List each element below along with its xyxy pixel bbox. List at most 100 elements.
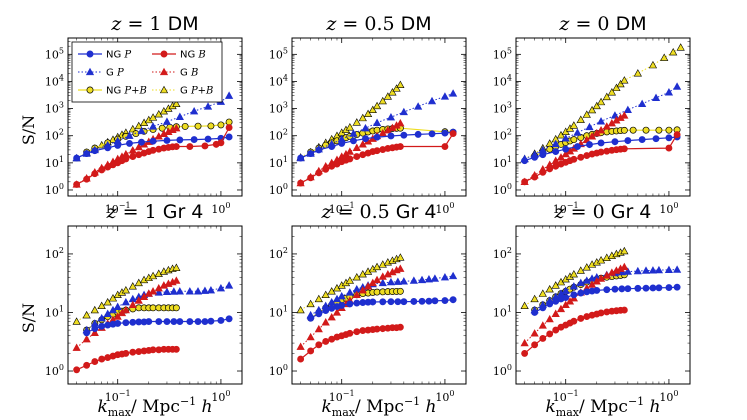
x-tick-label: 10−1 [105,389,131,404]
panel-grid: z = 1 DM 100 101 102 103 104 105 10−1 100 NG P G P… [45,13,691,404]
data-point [362,135,369,143]
data-point [315,146,323,154]
data-point [576,115,585,123]
data-point [201,318,209,325]
data-point [633,69,642,77]
data-point [596,97,606,106]
data-point [611,285,619,293]
y-tick-label: 100 [493,182,512,197]
legend-label: G B [180,68,198,79]
data-point [607,88,616,96]
data-point [372,101,382,110]
data-point [654,265,664,274]
data-point [651,93,661,101]
data-point [577,289,585,297]
x-tick-label: 100 [211,201,230,216]
data-point [531,173,539,181]
data-point [660,53,669,61]
data-point [396,287,404,295]
data-point [424,274,434,283]
data-point [673,131,681,139]
data-point [98,166,106,174]
data-point [121,285,130,294]
data-point [114,141,122,149]
data-point [154,288,163,296]
data-point [207,122,215,130]
data-point [530,329,539,337]
y-tick-label: 101 [45,304,64,319]
y-tick-label: 104 [45,73,64,88]
x-tick-label: 100 [659,389,678,404]
data-point [122,155,130,163]
data-point [562,145,570,153]
data-point [396,323,404,331]
axis-ticks: 100 101 102 10−1 100 [493,226,690,404]
data-point [72,317,81,325]
data-point [113,312,122,320]
data-point [664,265,674,274]
data-point [373,288,381,296]
data-point [91,170,99,178]
data-point [410,298,418,305]
data-point [297,355,305,363]
data-point [90,328,99,336]
data-point [332,308,342,316]
data-point [358,285,367,294]
data-point [665,284,673,292]
data-point [393,277,402,285]
data-point [611,138,619,146]
data-point [655,126,663,134]
data-point [352,273,361,281]
data-point [307,347,315,355]
y-tick-label: 100 [269,182,288,197]
data-point [350,137,357,145]
axis-ticks: 100 101 102 10−1 100 [269,226,466,404]
data-point [597,139,605,147]
data-point [551,309,560,317]
data-point [592,101,601,110]
legend-label: G P [106,68,124,79]
data-point [346,155,354,163]
x-axis-label-text: kmax/ Mpc−1 h [321,395,436,419]
data-point [352,118,361,126]
data-point [399,107,408,116]
series-group [520,246,682,357]
plot-frame [67,37,243,197]
data-point [386,113,396,121]
plot-frame [515,225,691,385]
data-point [224,91,234,99]
data-point [190,136,198,144]
data-point [441,297,449,304]
data-point [577,315,585,322]
data-point [217,121,225,129]
data-point [556,304,566,313]
data-point [378,278,387,287]
data-point [428,130,436,138]
data-point [327,312,336,321]
data-point [570,136,578,144]
data-point [574,143,581,150]
data-point [91,358,99,366]
data-point [98,322,106,330]
data-point [170,318,178,325]
data-point [620,262,629,271]
data-point [396,80,405,89]
data-point [576,278,585,287]
data-point [307,150,315,158]
data-point [129,318,137,326]
data-point [448,89,458,97]
data-point [596,274,606,282]
data-point [623,267,632,275]
data-point [149,346,157,354]
data-point [596,117,606,125]
data-point [185,287,194,295]
data-point [345,123,354,131]
data-point [392,84,401,92]
data-point [531,341,539,349]
data-point [83,329,91,337]
data-point [225,315,233,323]
data-point [73,180,81,188]
data-point [217,139,225,147]
data-point [190,107,199,115]
